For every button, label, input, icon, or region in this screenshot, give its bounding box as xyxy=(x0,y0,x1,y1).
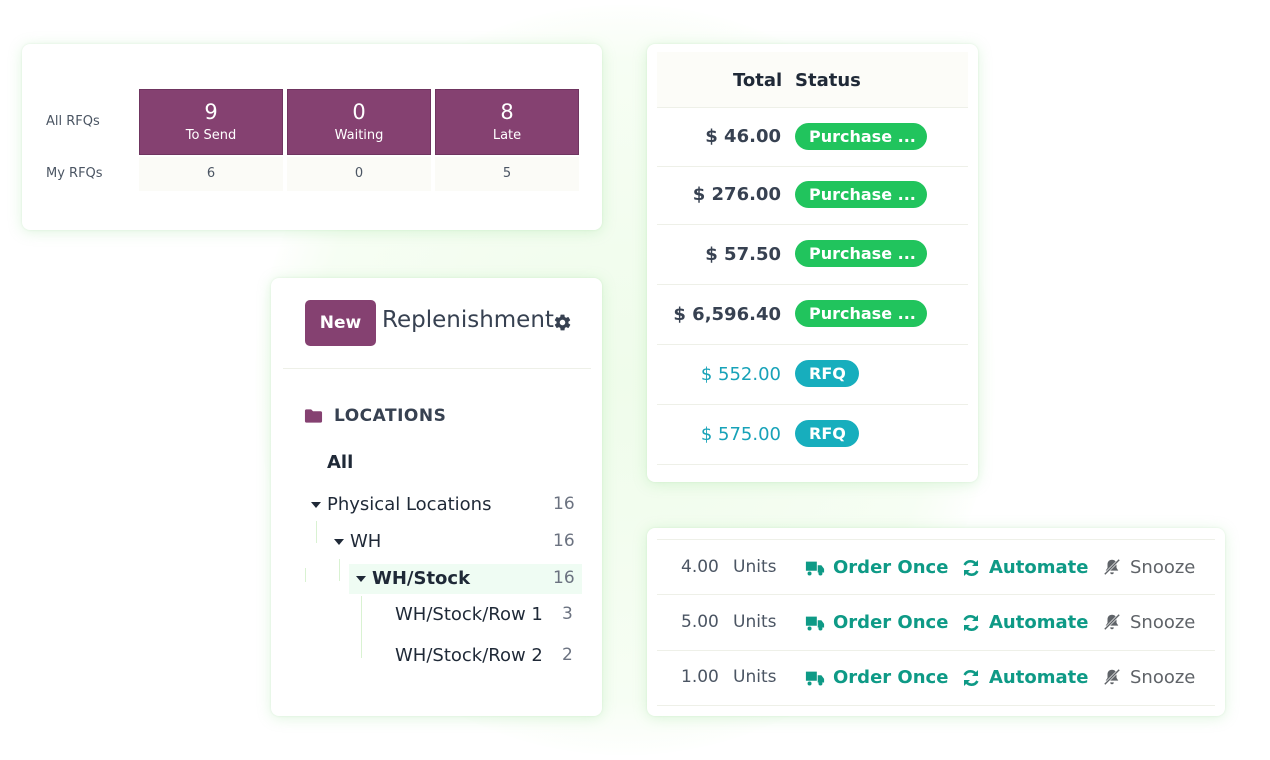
order-total: $ 6,596.40 xyxy=(673,304,781,325)
to-send-tile[interactable]: 9 To Send xyxy=(139,89,283,155)
tree-count-wh: 16 xyxy=(553,531,575,551)
order-total: $ 575.00 xyxy=(700,424,781,445)
caret-down-icon[interactable] xyxy=(334,539,344,545)
order-total: $ 57.50 xyxy=(705,244,781,265)
automate-button[interactable]: Automate xyxy=(989,557,1089,578)
row-divider xyxy=(657,166,968,167)
total-column-header[interactable]: Total xyxy=(733,70,783,91)
new-button[interactable]: New xyxy=(305,300,376,346)
tree-guide xyxy=(316,521,317,543)
truck-icon xyxy=(805,616,825,631)
quantity-value: 1.00 xyxy=(681,667,719,687)
header-divider xyxy=(283,368,591,369)
status-badge: Purchase ... xyxy=(795,240,927,267)
row-divider xyxy=(657,284,968,285)
status-badge: Purchase ... xyxy=(795,123,927,150)
order-total: $ 276.00 xyxy=(692,184,781,205)
bell-slash-icon xyxy=(1103,613,1121,631)
row-divider xyxy=(657,344,968,345)
late-tile[interactable]: 8 Late xyxy=(435,89,579,155)
caret-down-icon[interactable] xyxy=(356,576,366,582)
tree-guide xyxy=(305,568,306,582)
waiting-label: Waiting xyxy=(334,128,384,143)
tree-item-all[interactable]: All xyxy=(327,452,354,473)
row-divider xyxy=(657,705,1215,706)
tree-guide xyxy=(361,596,362,658)
unit-label: Units xyxy=(733,557,777,577)
tree-item-physical-locations[interactable]: Physical Locations xyxy=(327,494,492,515)
refresh-icon xyxy=(963,560,979,576)
waiting-tile[interactable]: 0 Waiting xyxy=(287,89,431,155)
row-divider xyxy=(657,464,968,465)
row-divider xyxy=(657,107,968,108)
unit-label: Units xyxy=(733,667,777,687)
status-badge: RFQ xyxy=(795,420,859,447)
snooze-button[interactable]: Snooze xyxy=(1130,612,1196,633)
status-badge: Purchase ... xyxy=(795,181,927,208)
snooze-button[interactable]: Snooze xyxy=(1130,667,1196,688)
page-title: Replenishment xyxy=(382,307,554,333)
selected-row-highlight xyxy=(349,564,582,594)
late-label: Late xyxy=(492,128,522,143)
tree-guide xyxy=(339,559,340,581)
automate-button[interactable]: Automate xyxy=(989,667,1089,688)
row-divider xyxy=(657,594,1215,595)
status-column-header[interactable]: Status xyxy=(795,70,861,91)
tree-count-row-1: 3 xyxy=(562,604,573,624)
rfq-summary-card: All RFQs My RFQs 9 To Send 0 Waiting 8 L… xyxy=(22,44,602,230)
unit-label: Units xyxy=(733,612,777,632)
to-send-count: 9 xyxy=(204,100,218,124)
order-once-button[interactable]: Order Once xyxy=(833,557,949,578)
my-late-count[interactable]: 5 xyxy=(435,157,579,191)
tree-count-physical-locations: 16 xyxy=(553,494,575,514)
my-rfqs-label: My RFQs xyxy=(46,166,103,181)
waiting-count: 0 xyxy=(352,100,366,124)
tree-item-row-2[interactable]: WH/Stock/Row 2 xyxy=(395,645,543,666)
status-badge: RFQ xyxy=(795,360,859,387)
tree-item-wh[interactable]: WH xyxy=(350,531,382,552)
replenishment-card: New Replenishment LOCATIONS All Physical… xyxy=(271,278,602,716)
snooze-button[interactable]: Snooze xyxy=(1130,557,1196,578)
folder-icon xyxy=(304,409,323,423)
to-send-label: To Send xyxy=(185,128,237,143)
replenishment-actions-card: 4.00 Units Order Once Automate Snooze 5.… xyxy=(647,528,1225,716)
bell-slash-icon xyxy=(1103,668,1121,686)
locations-heading: LOCATIONS xyxy=(334,406,447,426)
caret-down-icon[interactable] xyxy=(311,502,321,508)
my-waiting-count[interactable]: 0 xyxy=(287,157,431,191)
truck-icon xyxy=(805,671,825,686)
order-once-button[interactable]: Order Once xyxy=(833,667,949,688)
row-divider xyxy=(657,650,1215,651)
refresh-icon xyxy=(963,615,979,631)
tree-item-row-1[interactable]: WH/Stock/Row 1 xyxy=(395,604,543,625)
tree-count-wh-stock: 16 xyxy=(553,568,575,588)
refresh-icon xyxy=(963,670,979,686)
truck-icon xyxy=(805,561,825,576)
row-divider xyxy=(657,224,968,225)
status-badge: Purchase ... xyxy=(795,300,927,327)
gear-icon[interactable] xyxy=(553,313,572,332)
bell-slash-icon xyxy=(1103,558,1121,576)
row-divider xyxy=(657,404,968,405)
tree-item-wh-stock[interactable]: WH/Stock xyxy=(372,568,471,589)
my-to-send-count[interactable]: 6 xyxy=(139,157,283,191)
quantity-value: 4.00 xyxy=(681,557,719,577)
table-header xyxy=(657,52,968,108)
quantity-value: 5.00 xyxy=(681,612,719,632)
order-total: $ 552.00 xyxy=(700,364,781,385)
all-rfqs-label: All RFQs xyxy=(46,114,100,129)
order-once-button[interactable]: Order Once xyxy=(833,612,949,633)
late-count: 8 xyxy=(500,100,514,124)
automate-button[interactable]: Automate xyxy=(989,612,1089,633)
order-total: $ 46.00 xyxy=(705,126,781,147)
tree-count-row-2: 2 xyxy=(562,645,573,665)
row-divider xyxy=(657,539,1215,540)
purchase-orders-card: Total Status $ 46.00 Purchase ... $ 276.… xyxy=(647,44,978,482)
